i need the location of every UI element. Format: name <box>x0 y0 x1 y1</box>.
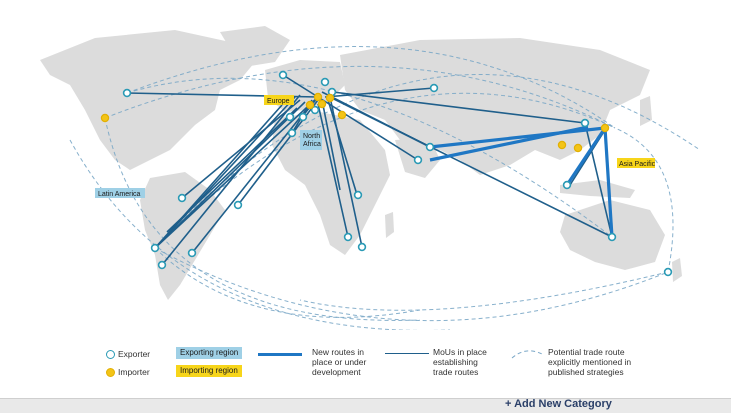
exporter-node <box>562 180 572 190</box>
new-routes <box>429 125 614 238</box>
exporter-node <box>285 112 295 122</box>
exporter-node <box>353 190 363 200</box>
asia-land <box>340 38 650 175</box>
importer-node <box>305 100 315 110</box>
exporter-node <box>580 118 590 128</box>
greenland-land <box>220 26 290 66</box>
importer-node <box>313 92 323 102</box>
importer-node <box>573 143 583 153</box>
mou-route-legend-icon <box>385 353 429 354</box>
exporter-node <box>413 155 423 165</box>
exporter-node <box>287 128 297 138</box>
exporter-node <box>429 83 439 93</box>
importer-nodes <box>100 92 610 153</box>
importer-node <box>100 113 110 123</box>
exporter-node <box>177 193 187 203</box>
exporter-node <box>425 142 435 152</box>
label-latin-america: Latin America <box>98 191 141 198</box>
legend-exporter: Exporter <box>118 349 151 359</box>
new-zealand-land <box>672 258 682 282</box>
exporter-node <box>320 77 330 87</box>
indonesia-land <box>560 180 635 198</box>
exporter-node <box>278 70 288 80</box>
label-asia-pacific: Asia Pacific <box>619 161 656 168</box>
exporter-legend-icon <box>106 350 115 359</box>
continents <box>40 26 682 300</box>
add-new-category-button[interactable]: + Add New Category <box>505 398 612 410</box>
exporter-node <box>150 243 160 253</box>
north-america-land <box>40 30 255 170</box>
importer-node <box>557 140 567 150</box>
exporter-nodes <box>122 70 673 277</box>
legend-importing-region: Importing region <box>176 365 242 377</box>
legend-exporting-region: Exporting region <box>176 347 243 359</box>
legend-mou: MoUs in place establishing trade routes <box>433 347 487 377</box>
exporter-node <box>607 232 617 242</box>
label-europe: Europe <box>267 98 290 105</box>
legend-importer: Importer <box>118 367 150 377</box>
exporter-node <box>343 232 353 242</box>
exporter-node <box>357 242 367 252</box>
exporter-node <box>663 267 673 277</box>
legend-new-routes: New routes in place or under development <box>312 347 367 377</box>
label-north-africa: North Africa <box>303 133 321 148</box>
new-route-legend-icon <box>258 353 302 356</box>
page-bottom-bar <box>0 398 731 413</box>
exporter-node <box>310 105 320 115</box>
potential-routes <box>69 46 701 330</box>
map-legend: Exporter Importer Exporting region Impor… <box>0 338 731 388</box>
exporter-node <box>298 112 308 122</box>
potential-route-legend-icon <box>511 350 543 359</box>
importer-node <box>337 110 347 120</box>
japan-land <box>640 96 652 126</box>
importer-legend-icon <box>106 368 115 377</box>
importer-node <box>317 99 327 109</box>
exporter-node <box>157 260 167 270</box>
region-labels: Europe North Africa Latin America Asia Pa… <box>95 95 656 198</box>
world-trade-map: Europe North Africa Latin America Asia Pa… <box>40 26 701 330</box>
importer-node <box>600 123 610 133</box>
exporter-node <box>187 248 197 258</box>
exporter-node <box>233 200 243 210</box>
importer-node <box>325 93 335 103</box>
exporter-node <box>122 88 132 98</box>
madagascar-land <box>385 212 394 238</box>
legend-potential: Potential trade route explicitly mention… <box>548 347 632 377</box>
